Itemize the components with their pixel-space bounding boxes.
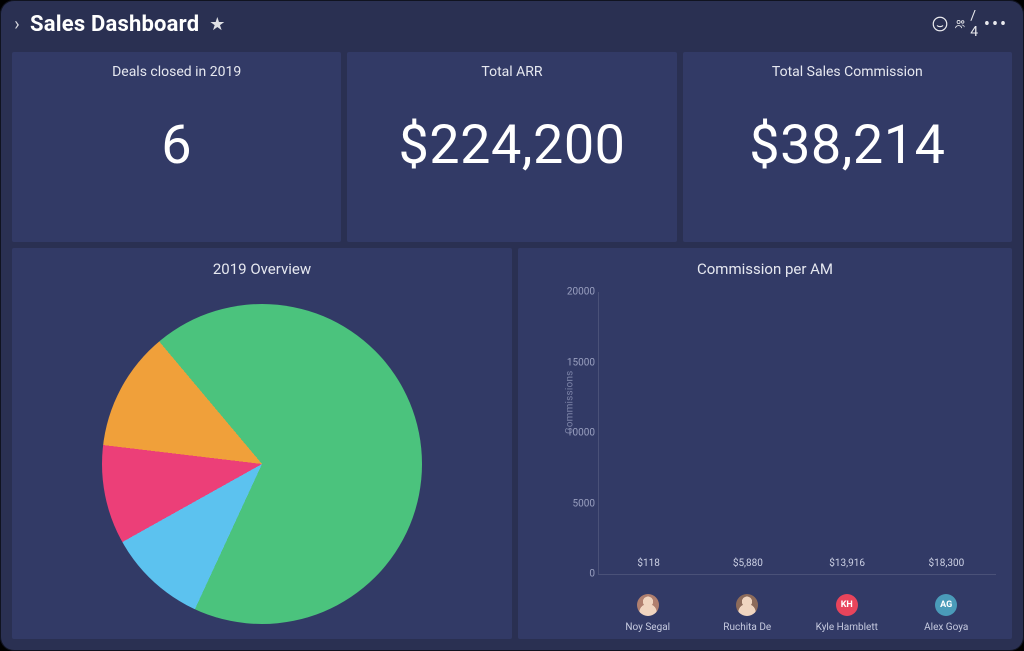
pie-chart bbox=[102, 304, 422, 624]
kpi-label: Deals closed in 2019 bbox=[112, 64, 241, 80]
bar-chart-ytick: 0 bbox=[563, 569, 595, 580]
bar-chart-xaxis: Noy Segal Ruchita De KH Kyle Hamblett AG Alex… bbox=[598, 594, 996, 633]
kpi-value: $224,200 bbox=[398, 114, 625, 177]
bar-xaxis-item: KH Kyle Hamblett bbox=[803, 594, 891, 633]
comment-icon[interactable] bbox=[926, 10, 954, 38]
bar-chart-card[interactable]: Commission per AM Commissions $118 $5,880… bbox=[518, 248, 1012, 639]
dashboard-grid: Deals closed in 2019 6 Total ARR $224,20… bbox=[12, 52, 1012, 639]
pie-chart-card[interactable]: 2019 Overview bbox=[12, 248, 512, 639]
kpi-total-arr[interactable]: Total ARR $224,200 bbox=[347, 52, 676, 242]
pie-chart-area bbox=[12, 288, 512, 639]
bar-value-label: $118 bbox=[637, 558, 659, 569]
bar-xaxis-label: Ruchita De bbox=[723, 622, 771, 633]
avatar: KH bbox=[836, 594, 858, 616]
bar-value-label: $13,916 bbox=[829, 558, 865, 569]
kpi-row: Deals closed in 2019 6 Total ARR $224,20… bbox=[12, 52, 1012, 242]
kpi-total-commission[interactable]: Total Sales Commission $38,214 bbox=[683, 52, 1012, 242]
bar-xaxis-label: Alex Goya bbox=[924, 622, 968, 633]
pie-chart-title: 2019 Overview bbox=[12, 248, 512, 278]
bar-chart-yaxis-label: Commissions bbox=[565, 370, 576, 434]
bar-chart-title: Commission per AM bbox=[518, 248, 1012, 278]
bar-value-label: $18,300 bbox=[929, 558, 965, 569]
kpi-label: Total Sales Commission bbox=[772, 64, 923, 80]
bar-value-label: $5,880 bbox=[733, 558, 763, 569]
bar-xaxis-label: Noy Segal bbox=[625, 622, 670, 633]
header-bar: › Sales Dashboard ★ / 4 ••• bbox=[0, 0, 1024, 48]
star-icon[interactable]: ★ bbox=[209, 14, 225, 35]
bar-chart-ytick: 5000 bbox=[563, 498, 595, 509]
bar-chart-area: Commissions $118$5,880$13,916$18,300 050… bbox=[562, 292, 996, 575]
bar-xaxis-item: Ruchita De bbox=[703, 594, 791, 633]
kpi-value: 6 bbox=[161, 114, 192, 177]
bar-xaxis-item: AG Alex Goya bbox=[902, 594, 990, 633]
kpi-label: Total ARR bbox=[481, 64, 542, 80]
dashboard-frame: › Sales Dashboard ★ / 4 ••• Deals closed… bbox=[0, 0, 1024, 651]
bar-chart-ytick: 20000 bbox=[563, 287, 595, 298]
kpi-deals-closed[interactable]: Deals closed in 2019 6 bbox=[12, 52, 341, 242]
bar-chart-plot: $118$5,880$13,916$18,300 050001000015000… bbox=[598, 292, 996, 575]
page-title: Sales Dashboard bbox=[30, 12, 199, 37]
bar-chart-ytick: 15000 bbox=[563, 357, 595, 368]
bar-chart-bars: $118 $5,880 $13,916 $18,300 bbox=[599, 292, 996, 574]
avatar bbox=[637, 594, 659, 616]
kpi-value: $38,214 bbox=[749, 114, 945, 177]
bar-chart-ytick: 10000 bbox=[563, 428, 595, 439]
avatar bbox=[736, 594, 758, 616]
people-count[interactable]: / 4 bbox=[954, 10, 982, 38]
chevron-right-icon[interactable]: › bbox=[10, 14, 24, 35]
bar-xaxis-item: Noy Segal bbox=[604, 594, 692, 633]
people-count-text: / 4 bbox=[970, 8, 982, 40]
bar-xaxis-label: Kyle Hamblett bbox=[816, 622, 878, 633]
avatar: AG bbox=[935, 594, 957, 616]
more-icon[interactable]: ••• bbox=[982, 10, 1010, 38]
